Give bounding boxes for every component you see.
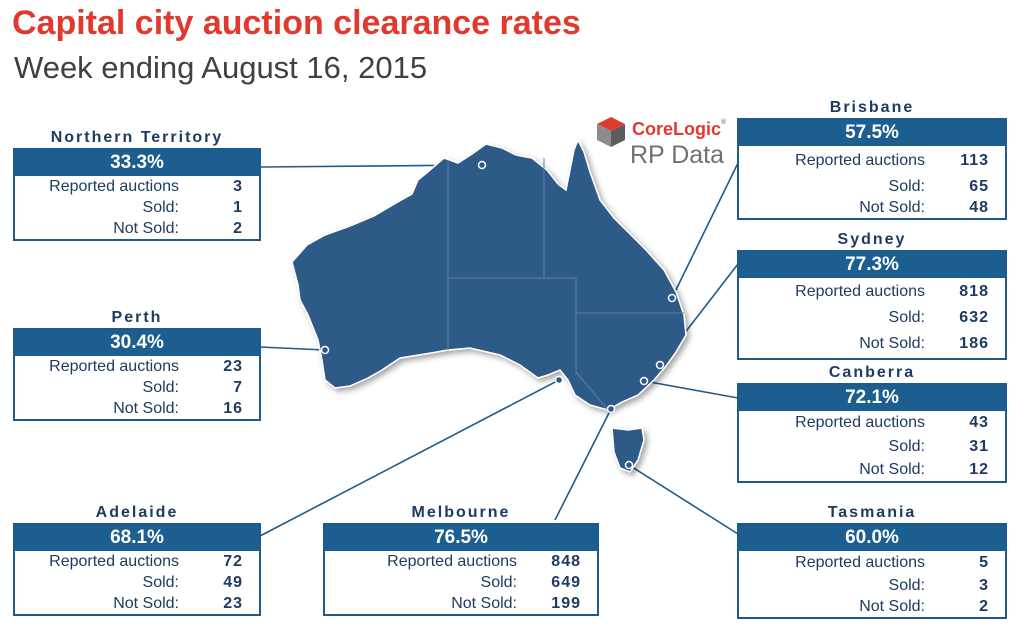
not-sold-label: Not Sold:	[859, 598, 925, 615]
reported-label: Reported auctions	[49, 178, 179, 195]
not-sold-value: 199	[551, 595, 581, 612]
not-sold-value: 23	[223, 595, 243, 612]
tasmania-shape	[611, 427, 645, 473]
clearance-rate: 76.5%	[325, 525, 597, 551]
state-borders	[447, 158, 684, 411]
corelogic-cube-icon	[597, 117, 625, 147]
reported-value: 72	[223, 553, 243, 570]
sold-value: 31	[969, 438, 989, 455]
marker-perth	[320, 345, 330, 355]
clearance-rate: 57.5%	[739, 120, 1005, 146]
region-box-brisbane: Brisbane 57.5% Reported auctions 113 Sold…	[737, 97, 1007, 220]
marker-canberra	[639, 376, 649, 386]
sold-label: Sold:	[142, 199, 179, 216]
connector-lines	[259, 162, 739, 537]
region-name: Brisbane	[829, 99, 915, 116]
sold-label: Sold:	[888, 438, 925, 455]
sold-value: 65	[969, 178, 989, 195]
chart-title: Capital city auction clearance rates	[12, 4, 581, 42]
sold-value: 7	[233, 379, 243, 396]
not-sold-value: 48	[969, 199, 989, 216]
not-sold-label: Not Sold:	[859, 199, 925, 216]
not-sold-value: 12	[969, 461, 989, 478]
connector-melbourne	[554, 408, 612, 521]
sold-label: Sold:	[888, 178, 925, 195]
region-box-northern-territory: Northern Territory 33.3% Reported auctio…	[13, 127, 261, 241]
connector-canberra	[643, 380, 739, 399]
logo-brand: CoreLogic®	[632, 119, 727, 139]
city-markers	[320, 160, 677, 470]
not-sold-value: 2	[233, 220, 243, 237]
mainland-shape	[291, 138, 687, 411]
clearance-rate: 33.3%	[15, 150, 259, 176]
marker-hobart	[624, 460, 634, 470]
sold-label: Sold:	[888, 577, 925, 594]
reported-value: 818	[959, 283, 989, 300]
region-name: Perth	[111, 309, 163, 326]
sold-label: Sold:	[142, 379, 179, 396]
not-sold-label: Not Sold:	[451, 595, 517, 612]
region-name: Canberra	[828, 364, 916, 381]
not-sold-label: Not Sold:	[859, 461, 925, 478]
not-sold-label: Not Sold:	[113, 400, 179, 417]
reported-label: Reported auctions	[387, 553, 517, 570]
reported-label: Reported auctions	[795, 414, 925, 431]
connector-adelaide	[259, 379, 560, 537]
region-name: Adelaide	[95, 504, 179, 521]
region-box-melbourne: Melbourne 76.5% Reported auctions 848 Sol…	[323, 502, 599, 616]
reported-value: 848	[551, 553, 581, 570]
marker-melbourne	[606, 404, 616, 414]
not-sold-label: Not Sold:	[859, 335, 925, 352]
region-box-perth: Perth 30.4% Reported auctions 23 Sold: 7 N…	[13, 307, 261, 421]
clearance-rate: 77.3%	[739, 252, 1005, 278]
sold-value: 3	[979, 577, 989, 594]
not-sold-value: 2	[979, 598, 989, 615]
sold-label: Sold:	[888, 309, 925, 326]
region-box-adelaide: Adelaide 68.1% Reported auctions 72 Sold:…	[13, 502, 261, 616]
region-box-sydney: Sydney 77.3% Reported auctions 818 Sold: 6…	[737, 229, 1007, 360]
clearance-rate: 68.1%	[15, 525, 259, 551]
reported-label: Reported auctions	[795, 283, 925, 300]
reported-label: Reported auctions	[795, 554, 925, 571]
sold-value: 49	[223, 574, 243, 591]
not-sold-label: Not Sold:	[113, 220, 179, 237]
marker-brisbane	[667, 293, 677, 303]
not-sold-label: Not Sold:	[113, 595, 179, 612]
sold-label: Sold:	[480, 574, 517, 591]
reported-label: Reported auctions	[49, 553, 179, 570]
region-box-canberra: Canberra 72.1% Reported auctions 43 Sold:…	[737, 362, 1007, 483]
sold-value: 649	[551, 574, 581, 591]
marker-sydney	[655, 360, 665, 370]
clearance-rate: 72.1%	[739, 385, 1005, 411]
reported-label: Reported auctions	[49, 358, 179, 375]
marker-adelaide	[554, 375, 564, 385]
not-sold-value: 186	[959, 335, 989, 352]
region-name: Melbourne	[411, 504, 511, 521]
reported-value: 5	[979, 554, 989, 571]
corelogic-logo: CoreLogic® RP Data	[594, 113, 727, 173]
reported-label: Reported auctions	[795, 152, 925, 169]
marker-darwin	[477, 160, 487, 170]
connector-perth	[259, 346, 326, 351]
sold-value: 632	[959, 309, 989, 326]
reported-value: 113	[960, 152, 989, 169]
region-name: Sydney	[837, 231, 907, 248]
clearance-rate: 60.0%	[739, 525, 1005, 551]
region-box-tasmania: Tasmania 60.0% Reported auctions 5 Sold: 3…	[737, 502, 1007, 619]
region-name: Tasmania	[827, 504, 917, 521]
region-name: Northern Territory	[50, 129, 224, 146]
not-sold-value: 16	[223, 400, 243, 417]
reported-value: 23	[223, 358, 243, 375]
connector-brisbane	[671, 162, 739, 299]
clearance-rate: 30.4%	[15, 330, 259, 356]
sold-value: 1	[233, 199, 243, 216]
reported-value: 43	[969, 414, 989, 431]
logo-product: RP Data	[630, 141, 725, 169]
reported-value: 3	[233, 178, 243, 195]
chart-subtitle: Week ending August 16, 2015	[14, 50, 428, 85]
sold-label: Sold:	[142, 574, 179, 591]
connector-tasmania	[628, 464, 739, 535]
